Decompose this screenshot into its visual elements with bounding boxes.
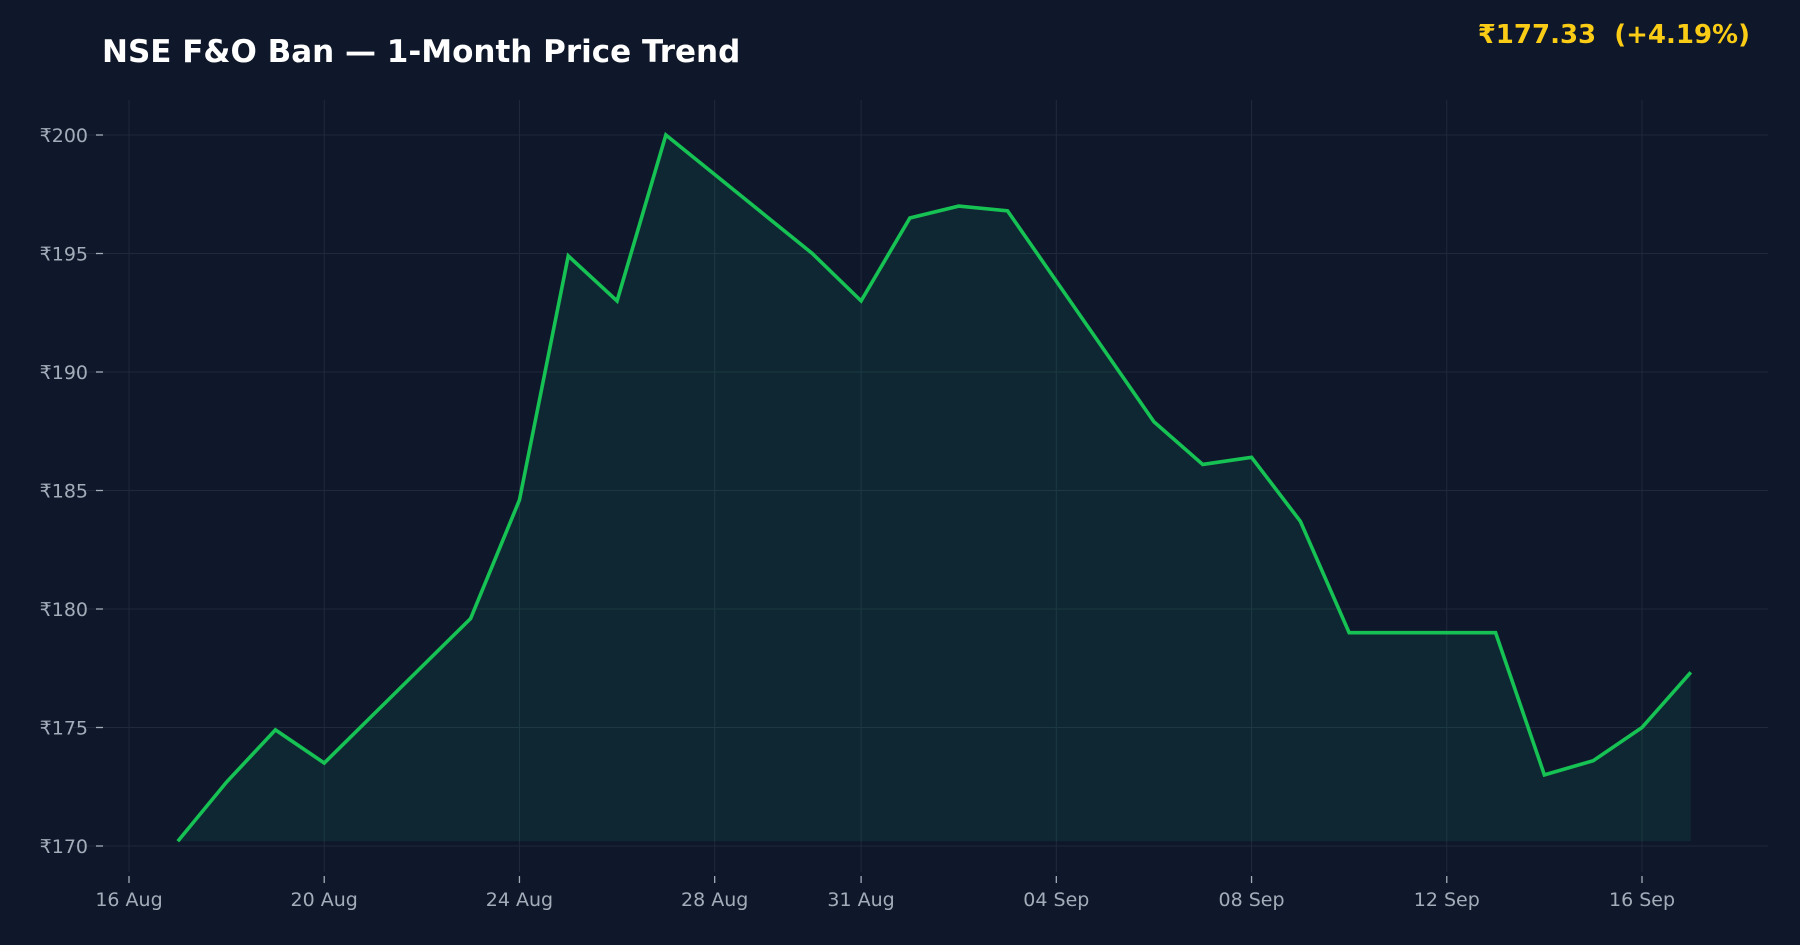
x-tick-label: 16 Aug (95, 889, 162, 911)
y-tick-label: ₹185 (40, 481, 88, 503)
x-tick-label: 08 Sep (1219, 889, 1285, 911)
y-tick-label: ₹180 (40, 599, 88, 621)
y-tick-label: ₹170 (40, 836, 88, 858)
line-layer (176, 131, 1693, 843)
y-tick-label: ₹175 (40, 718, 88, 740)
chart-title: NSE F&O Ban — 1-Month Price Trend (102, 34, 741, 70)
x-tick-label: 31 Aug (827, 889, 894, 911)
grid-layer (70, 100, 1768, 872)
x-tick-label: 12 Sep (1414, 889, 1480, 911)
series-area-fill (177, 135, 1691, 842)
x-tick-label: 28 Aug (681, 889, 748, 911)
price-change-badge: ₹177.33 (+4.19%) (1477, 20, 1750, 50)
x-tick-label: 04 Sep (1023, 889, 1089, 911)
x-tick-label: 16 Sep (1609, 889, 1675, 911)
area-layer (177, 135, 1691, 842)
axis-layer: ₹170 ₹175 ₹180 ₹185 ₹190 ₹195 ₹200 16 Aug 20 Aug… (40, 125, 1675, 911)
y-tick-label: ₹195 (40, 244, 88, 266)
x-tick-label: 24 Aug (486, 889, 553, 911)
price-series-line (176, 131, 1693, 843)
x-tick-label: 20 Aug (291, 889, 358, 911)
y-tick-label: ₹190 (40, 362, 88, 384)
y-tick-label: ₹200 (40, 125, 88, 147)
